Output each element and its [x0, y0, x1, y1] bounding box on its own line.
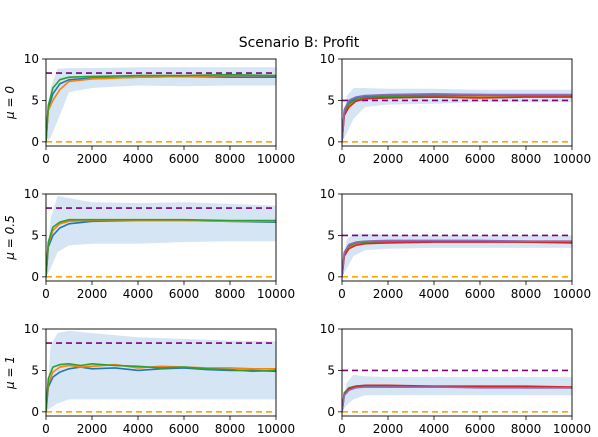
y-tick-label: 10 [24, 52, 39, 66]
series-line-green [342, 94, 572, 142]
x-tick-label: 6000 [169, 152, 200, 166]
plot-frame [45, 328, 277, 417]
x-tick-label: 8000 [511, 287, 542, 301]
plot-frame [341, 58, 573, 147]
x-tick-label: 4000 [419, 422, 450, 436]
subplot-r1-c1: 0 2000 4000 6000 8000 10000 0 5 10 [320, 187, 591, 301]
y-tick-label: 5 [31, 93, 39, 107]
subplot-r2-c0: 0 2000 4000 6000 8000 10000 0 5 10 μ = 1 [3, 322, 295, 436]
x-tick-label: 0 [42, 152, 50, 166]
figure-suptitle: Scenario B: Profit [239, 35, 360, 51]
y-tick-label: 5 [327, 363, 335, 377]
series-line-orange [46, 363, 276, 412]
x-tick-label: 6000 [169, 422, 200, 436]
x-tick-label: 10000 [553, 152, 591, 166]
confidence-band [342, 374, 572, 412]
confidence-band [46, 195, 276, 277]
y-tick-label: 0 [327, 270, 335, 284]
y-tick-label: 0 [327, 135, 335, 149]
x-tick-label: 8000 [215, 287, 246, 301]
x-tick-label: 10000 [553, 422, 591, 436]
y-tick-label: 10 [320, 52, 335, 66]
y-tick-label: 5 [31, 363, 39, 377]
x-tick-label: 0 [338, 152, 346, 166]
x-tick-label: 10000 [257, 152, 295, 166]
x-tick-label: 4000 [123, 287, 154, 301]
x-tick-label: 0 [338, 287, 346, 301]
x-tick-label: 4000 [419, 152, 450, 166]
y-tick-label: 10 [320, 322, 335, 336]
series-line-green [46, 218, 276, 277]
series-line-purple [342, 239, 572, 277]
confidence-band [342, 233, 572, 277]
x-tick-label: 0 [42, 422, 50, 436]
x-tick-label: 6000 [465, 287, 496, 301]
series-line-green [46, 362, 276, 412]
subplot-r2-c1: 0 2000 4000 6000 8000 10000 0 5 10 [320, 322, 591, 436]
x-tick-label: 4000 [123, 152, 154, 166]
plot-frame [341, 328, 573, 417]
series-line-red [342, 241, 572, 277]
series-line-orange [46, 74, 276, 142]
x-tick-label: 2000 [373, 152, 404, 166]
x-tick-label: 8000 [511, 152, 542, 166]
y-tick-label: 0 [31, 270, 39, 284]
subplot-r0-c1: 0 2000 4000 6000 8000 10000 0 5 10 [320, 52, 591, 166]
x-tick-label: 8000 [215, 422, 246, 436]
series-line-purple [342, 93, 572, 142]
x-tick-label: 6000 [169, 287, 200, 301]
plot-frame [341, 193, 573, 282]
x-tick-label: 6000 [465, 152, 496, 166]
y-tick-label: 5 [327, 228, 335, 242]
y-axis-label: μ = 1 [3, 356, 17, 390]
x-tick-label: 0 [338, 422, 346, 436]
confidence-band [342, 88, 572, 142]
x-tick-label: 2000 [373, 422, 404, 436]
x-tick-label: 4000 [123, 422, 154, 436]
x-tick-label: 2000 [77, 287, 108, 301]
x-tick-label: 2000 [77, 422, 108, 436]
y-tick-label: 5 [327, 93, 335, 107]
subplot-r1-c0: 0 2000 4000 6000 8000 10000 0 5 10 μ = 0.5 [3, 187, 295, 301]
plot-frame [45, 58, 277, 147]
y-tick-label: 0 [327, 405, 335, 419]
series-line-purple [342, 386, 572, 413]
x-tick-label: 10000 [257, 287, 295, 301]
x-tick-label: 2000 [373, 287, 404, 301]
series-line-green [46, 73, 276, 142]
y-tick-label: 10 [320, 187, 335, 201]
x-tick-label: 10000 [553, 287, 591, 301]
x-tick-label: 8000 [215, 152, 246, 166]
y-axis-label: μ = 0 [3, 86, 17, 120]
plot-frame [45, 193, 277, 282]
y-tick-label: 0 [31, 405, 39, 419]
x-tick-label: 10000 [257, 422, 295, 436]
series-line-red [342, 384, 572, 413]
x-tick-label: 0 [42, 287, 50, 301]
subplot-r0-c0: 0 2000 4000 6000 8000 10000 0 5 10 μ = 0 [3, 52, 295, 166]
y-tick-label: 10 [24, 187, 39, 201]
y-axis-label: μ = 0.5 [3, 215, 17, 260]
x-tick-label: 4000 [419, 287, 450, 301]
x-tick-label: 6000 [465, 422, 496, 436]
y-tick-label: 0 [31, 135, 39, 149]
x-tick-label: 2000 [77, 152, 108, 166]
series-line-red [342, 96, 572, 142]
y-tick-label: 5 [31, 228, 39, 242]
y-tick-label: 10 [24, 322, 39, 336]
confidence-band [46, 67, 276, 142]
confidence-band [46, 330, 276, 412]
x-tick-label: 8000 [511, 422, 542, 436]
